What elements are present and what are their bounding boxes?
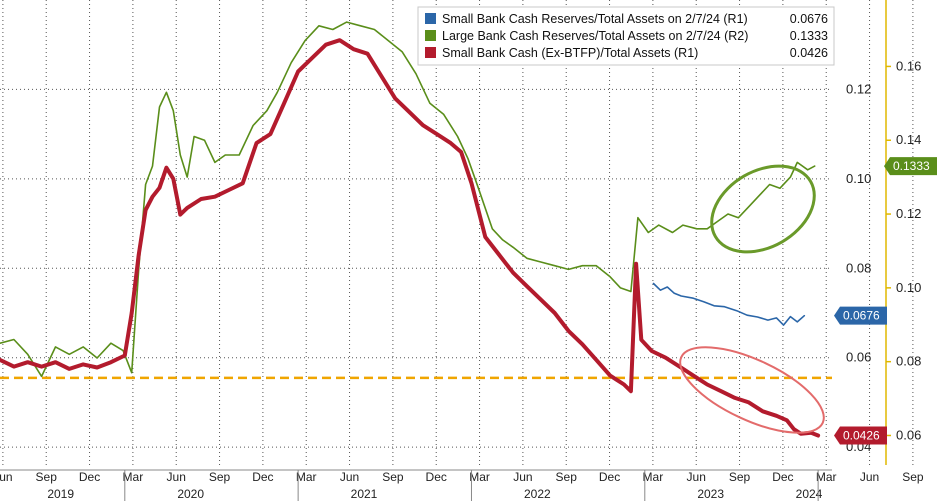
- value-tag-label: 0.0676: [843, 309, 880, 323]
- x-axis: Jun Sep Dec Mar Jun Sep Dec Mar Jun Sep Dec Mar Jun S…: [0, 469, 924, 501]
- month-tick-label: Mar: [123, 470, 144, 484]
- series-line-large-bank: [0, 21, 816, 378]
- month-tick-label: Dec: [772, 470, 793, 484]
- series-line-small-bank-ex-btfp: [0, 38, 821, 438]
- month-tick-label: Mar: [816, 470, 837, 484]
- year-tick-label: 2023: [697, 487, 724, 501]
- month-tick-label: Dec: [599, 470, 620, 484]
- month-tick-label: Jun: [0, 470, 13, 484]
- left-axis-tick-label: 0.06: [846, 350, 871, 365]
- right-axis-tick-label: 0.06: [896, 427, 921, 442]
- legend-label: Small Bank Cash (Ex-BTFP)/Total Assets (…: [442, 46, 698, 60]
- month-tick-label: Jun: [513, 470, 532, 484]
- right-axis-tick-label: 0.16: [896, 58, 921, 73]
- highlight-ellipses: [679, 164, 825, 434]
- legend-label: Small Bank Cash Reserves/Total Assets on…: [442, 12, 748, 26]
- legend-label: Large Bank Cash Reserves/Total Assets on…: [442, 29, 748, 43]
- value-tag-label: 0.1333: [893, 159, 930, 173]
- left-axis: 0.040.060.080.100.12: [846, 81, 871, 454]
- right-axis-tick-label: 0.08: [896, 354, 921, 369]
- series-lines: [0, 21, 821, 438]
- right-axis: 0.06 0.08 0.10 0.12 0.14 0.16: [885, 0, 921, 465]
- value-tag-bg: [834, 426, 887, 445]
- month-tick-label: Mar: [296, 470, 317, 484]
- month-tick-label: Sep: [902, 470, 924, 484]
- year-tick-label: 2022: [524, 487, 551, 501]
- series-line-small-bank: [652, 282, 806, 326]
- month-tick-label: Jun: [340, 470, 359, 484]
- right-axis-tick-label: 0.12: [896, 206, 921, 221]
- month-tick-label: Sep: [729, 470, 751, 484]
- legend: Small Bank Cash Reserves/Total Assets on…: [417, 6, 835, 66]
- left-axis-tick-label: 0.10: [846, 171, 871, 186]
- value-tags: 0.0676 0.1333 0.0426: [834, 157, 937, 445]
- month-tick-label: Jun: [167, 470, 186, 484]
- legend-value: 0.0426: [790, 46, 828, 60]
- month-tick-label: Dec: [252, 470, 273, 484]
- legend-value: 0.0676: [790, 12, 828, 26]
- month-tick-label: Sep: [382, 470, 404, 484]
- month-tick-label: Dec: [79, 470, 100, 484]
- value-tag-label: 0.0426: [843, 428, 880, 442]
- right-axis-tick-label: 0.14: [896, 132, 921, 147]
- month-tick-label: Mar: [469, 470, 490, 484]
- legend-swatch: [425, 47, 436, 58]
- legend-swatch: [425, 30, 436, 41]
- legend-value: 0.1333: [790, 29, 828, 43]
- value-tag-bg: [884, 157, 937, 176]
- left-axis-tick-label: 0.12: [846, 81, 871, 96]
- month-tick-label: Jun: [687, 470, 706, 484]
- month-tick-label: Sep: [36, 470, 58, 484]
- year-tick-label: 2020: [177, 487, 204, 501]
- legend-swatch: [425, 13, 436, 24]
- month-tick-label: Sep: [556, 470, 578, 484]
- value-tag-bg: [834, 306, 887, 325]
- large-bank-highlight-ellipse: [710, 164, 816, 254]
- month-tick-label: Jun: [860, 470, 879, 484]
- legend-box: [417, 6, 835, 66]
- small-bank-highlight-ellipse: [679, 346, 825, 434]
- grid: [0, 0, 914, 465]
- month-tick-label: Dec: [426, 470, 447, 484]
- left-axis-tick-label: 0.08: [846, 260, 871, 275]
- year-tick-label: 2019: [47, 487, 74, 501]
- right-axis-tick-label: 0.10: [896, 280, 921, 295]
- month-tick-label: Mar: [643, 470, 664, 484]
- month-tick-label: Sep: [209, 470, 231, 484]
- year-tick-label: 2021: [351, 487, 378, 501]
- year-tick-label: 2024: [796, 487, 823, 501]
